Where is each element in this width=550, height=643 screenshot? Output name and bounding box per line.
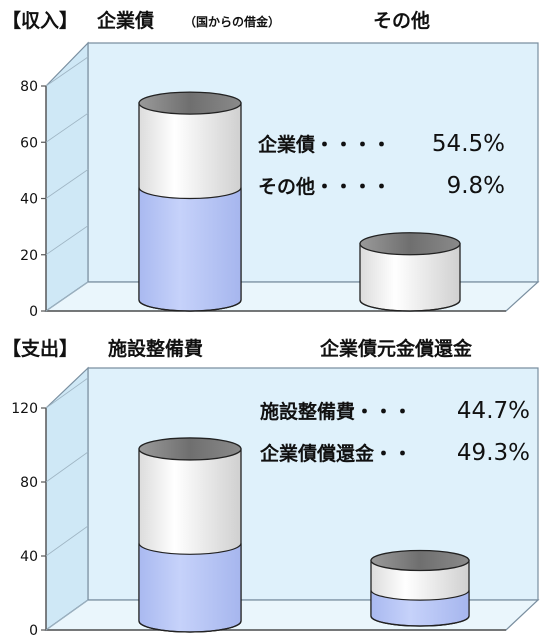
income-bars xyxy=(138,91,461,312)
expense-annotation-1-label: 施設整備費・・・ xyxy=(260,400,412,423)
expense-annotation-2-value: 49.3% xyxy=(457,440,530,466)
expense-bars xyxy=(138,437,470,633)
expense-tick-guide xyxy=(45,377,89,409)
expense-y-tick-label: 120 xyxy=(11,401,38,417)
expense-bar-1 xyxy=(138,437,242,633)
expense-y-ticks: 120 80 40 0 xyxy=(11,377,89,639)
expense-bar-2-top xyxy=(370,549,470,572)
income-annotation-1-value: 54.5% xyxy=(432,131,505,157)
income-y-tick-label: 20 xyxy=(20,248,38,264)
expense-tick-guide xyxy=(45,451,89,483)
expense-annotation-2-label: 企業債償還金・・ xyxy=(259,442,412,465)
expense-series-1-label: 施設整備費 xyxy=(108,337,203,360)
expense-bar-1-top xyxy=(138,437,242,461)
expense-y-tick-label: 80 xyxy=(20,475,38,491)
expense-series-2-label: 企業債元金償還金 xyxy=(319,337,473,360)
income-series-2-label: その他 xyxy=(373,9,430,32)
income-bar-2 xyxy=(359,232,461,312)
income-series-1-label: 企業債 xyxy=(96,9,154,32)
income-y-tick-label: 0 xyxy=(29,304,38,320)
income-annotation-1-label: 企業債・・・・ xyxy=(257,133,391,156)
income-floor xyxy=(44,281,540,312)
income-tick-guide xyxy=(45,112,89,143)
expense-tick-guide xyxy=(45,599,89,631)
income-annotation-2-value: 9.8% xyxy=(447,173,505,199)
income-annotations: 企業債・・・・ 54.5% その他・・・・ 9.8% xyxy=(257,131,505,199)
income-bar-2-top xyxy=(359,232,461,256)
expense-y-tick-label: 0 xyxy=(29,623,38,639)
income-series-1-note: （国からの借金） xyxy=(184,14,280,29)
income-tick-guide xyxy=(45,169,89,199)
income-bar-1-top xyxy=(138,91,242,115)
income-y-tick-label: 80 xyxy=(20,79,38,95)
income-tick-guide xyxy=(45,225,89,256)
income-tick-guide xyxy=(45,56,89,87)
income-bar-1-fill xyxy=(138,187,242,312)
income-tick-guide xyxy=(45,281,89,312)
income-y-tick-label: 40 xyxy=(20,192,38,208)
income-y-tick-label: 60 xyxy=(20,135,38,151)
expense-title: 【支出】 xyxy=(2,337,78,360)
expense-bar-2 xyxy=(370,549,470,627)
expense-bar-1-fill xyxy=(138,543,242,633)
income-y-ticks: 80 60 40 20 0 xyxy=(20,56,89,320)
income-left-wall xyxy=(45,41,89,313)
income-title: 【収入】 xyxy=(2,9,78,32)
expense-tick-guide xyxy=(45,525,89,557)
expense-y-tick-label: 40 xyxy=(20,549,38,565)
income-chart: 【収入】 企業債 （国からの借金） その他 80 60 40 20 0 企業債・・・・ … xyxy=(2,9,540,320)
expense-annotation-1-value: 44.7% xyxy=(457,398,530,424)
expense-left-wall xyxy=(45,366,89,632)
income-annotation-2-label: その他・・・・ xyxy=(258,175,391,198)
expense-chart: 【支出】 施設整備費 企業債元金償還金 120 80 40 0 施設整備費・・・ 44… xyxy=(2,337,540,639)
expense-annotations: 施設整備費・・・ 44.7% 企業債償還金・・ 49.3% xyxy=(259,398,530,466)
income-bar-1 xyxy=(138,91,242,312)
